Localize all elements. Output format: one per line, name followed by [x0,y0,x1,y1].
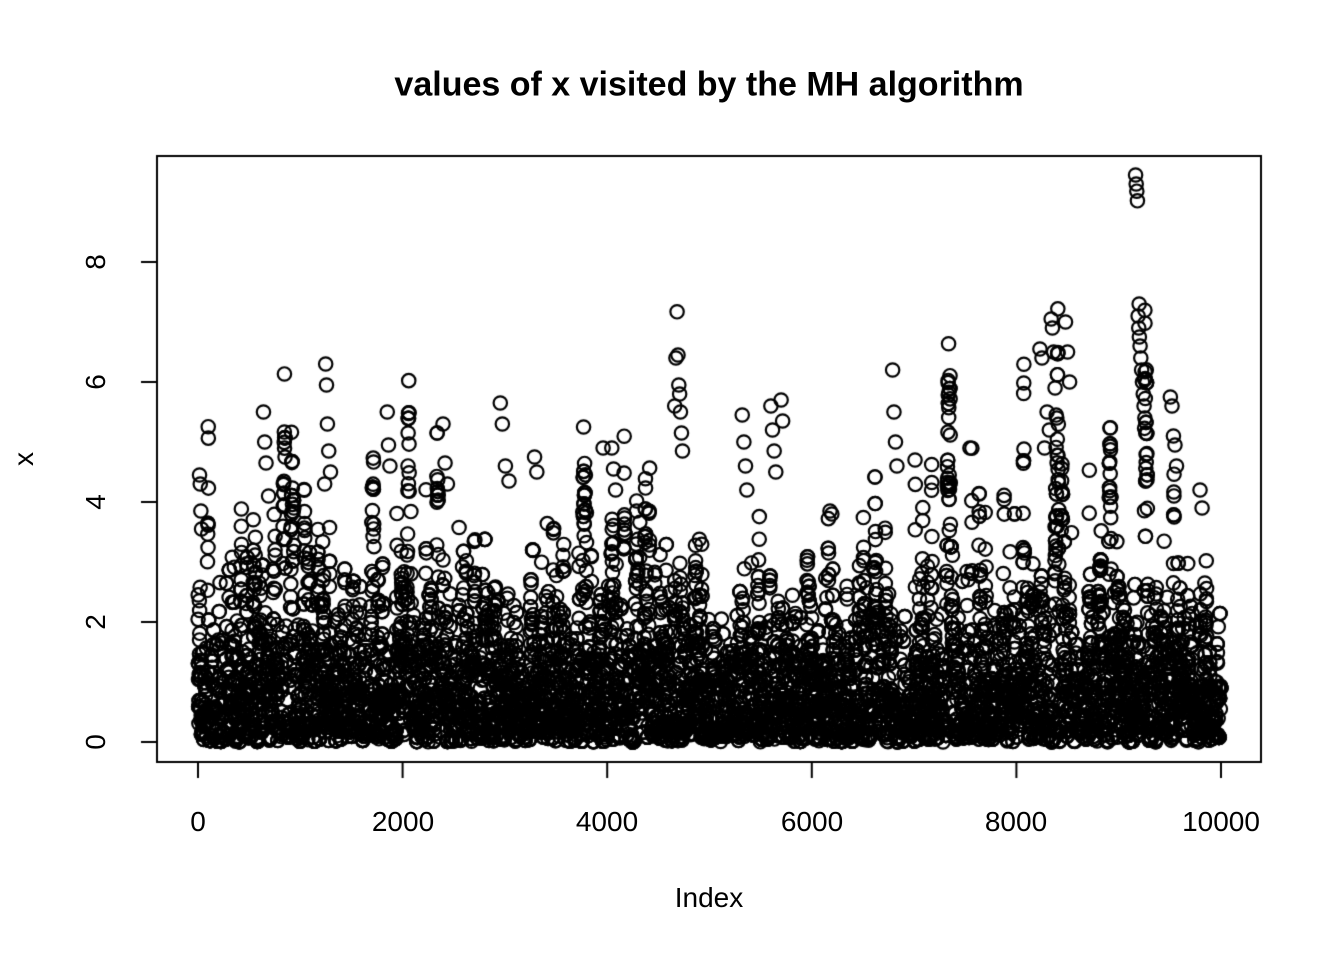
x-axis-tick-label: 6000 [780,806,844,837]
x-axis-tick-label: 8000 [984,806,1048,837]
y-axis-tick-label: 2 [80,614,111,630]
y-axis-tick-label: 4 [80,494,111,510]
chart-title: values of x visited by the MH algorithm [394,65,1024,104]
x-axis-tick-label: 10000 [1182,806,1260,837]
x-axis-tick-label: 0 [190,806,206,837]
x-axis-label: Index [674,882,744,913]
x-axis-tick-label: 4000 [575,806,639,837]
y-axis-tick-label: 8 [80,254,111,270]
y-axis-tick-label: 0 [80,734,111,750]
x-axis-tick-label: 2000 [371,806,435,837]
y-axis-tick-label: 6 [80,374,111,390]
y-axis-label: x [8,452,39,466]
